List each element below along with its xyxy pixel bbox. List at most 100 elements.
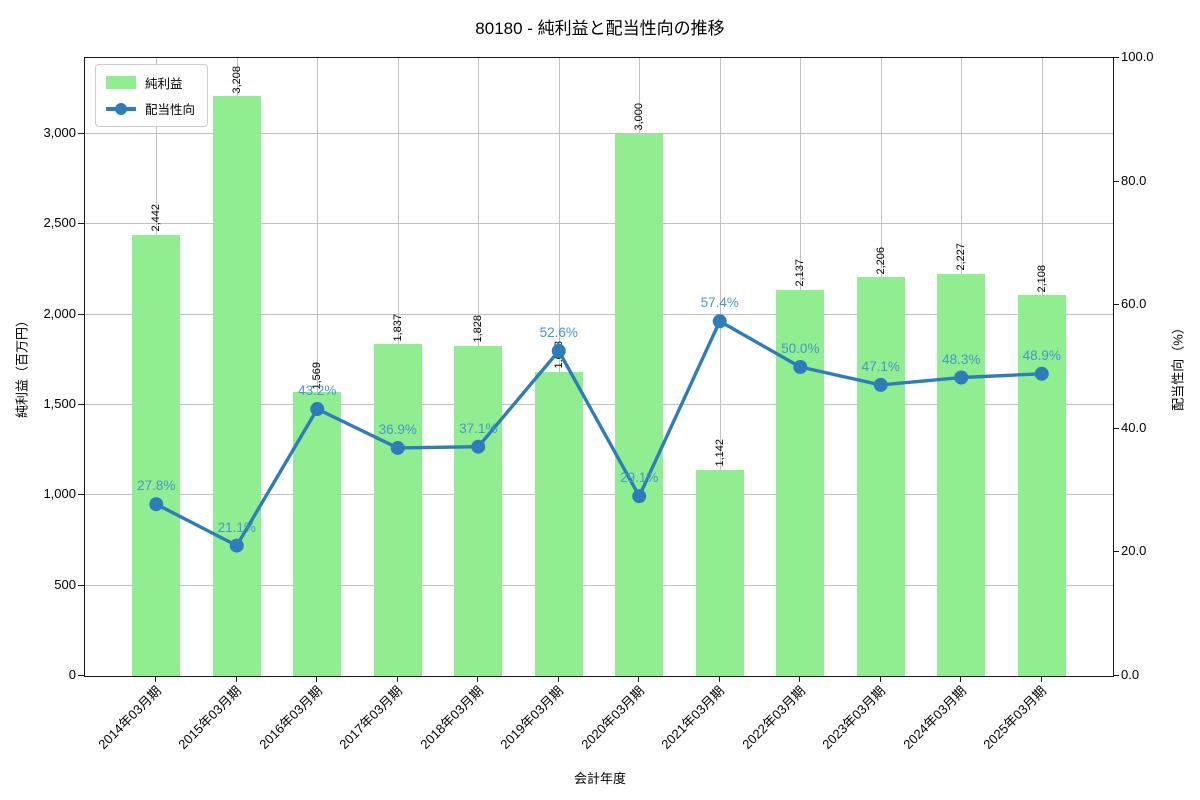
x-axis-tick-label: 2014年03月期 [95, 683, 164, 752]
y-axis-right-tick-label: 60.0 [1121, 296, 1147, 312]
payout-line-marker [954, 370, 969, 385]
bar-net-income [293, 392, 342, 676]
payout-line-marker [793, 360, 808, 374]
gridline-horizontal [85, 584, 1113, 586]
bar-net-income [212, 96, 261, 676]
gridline-vertical [719, 58, 721, 676]
chart-title: 80180 - 純利益と配当性向の推移 [475, 19, 725, 38]
gridline-vertical [558, 58, 560, 676]
payout-value-label: 57.4% [700, 295, 739, 311]
x-axis-tick-label: 2024年03月期 [900, 683, 969, 752]
x-axis-tick-label: 2021年03月期 [658, 683, 728, 752]
payout-value-label: 50.0% [781, 341, 820, 356]
x-axis-tick-mark [879, 676, 881, 682]
x-axis-tick-mark [477, 676, 479, 682]
y-axis-right-tick-label: 40.0 [1121, 419, 1147, 435]
y-axis-left-tick-mark [78, 223, 84, 225]
bar-net-income [937, 273, 986, 676]
y-axis-right-tick-mark [1113, 551, 1119, 553]
payout-line-marker [873, 377, 888, 392]
y-axis-left-tick-mark [78, 675, 84, 676]
x-axis-tick-mark [557, 676, 559, 682]
payout-value-label: 52.6% [539, 324, 578, 340]
payout-line-marker [390, 440, 405, 455]
bar-net-income [1017, 295, 1066, 676]
bar-net-income [695, 469, 744, 676]
payout-value-label: 37.1% [459, 420, 498, 436]
payout-value-label: 27.8% [137, 478, 176, 494]
y-axis-left-tick-mark [78, 132, 84, 134]
x-axis-tick-mark [960, 676, 962, 682]
y-axis-right-tick-label: 100.0 [1121, 49, 1154, 64]
bar-net-income [132, 234, 181, 676]
payout-line-marker [632, 489, 647, 504]
legend-line-marker-icon [115, 102, 127, 115]
x-axis-tick-label: 2018年03月期 [417, 683, 486, 752]
y-axis-right-tick-mark [1113, 675, 1119, 676]
y-axis-right-tick-label: 20.0 [1121, 543, 1147, 559]
y-axis-right-tick-mark [1113, 57, 1119, 58]
bar-net-income [534, 371, 583, 676]
x-axis-tick-label: 2016年03月期 [256, 683, 325, 752]
x-axis-tick-mark [396, 676, 398, 682]
y-axis-right-tick-label: 0.0 [1121, 667, 1140, 682]
x-axis-tick-mark [718, 676, 720, 682]
y-axis-right-title: 配当性向（%） [1170, 321, 1186, 411]
bar-net-income [454, 345, 503, 676]
payout-value-label: 43.2% [298, 383, 337, 399]
y-axis-left-tick-label: 3,000 [43, 124, 76, 140]
y-axis-left-tick-mark [78, 584, 84, 586]
x-axis-tick-mark [155, 676, 157, 682]
payout-value-label: 21.1% [217, 519, 256, 535]
payout-line-marker [149, 497, 164, 512]
y-axis-right-tick-label: 80.0 [1121, 172, 1147, 188]
gridline-horizontal [85, 403, 1113, 405]
x-axis-tick-label: 2022年03月期 [739, 683, 808, 752]
payout-line-marker [551, 343, 566, 358]
payout-value-label: 48.9% [1022, 347, 1061, 363]
payout-line-layer [149, 314, 1049, 553]
y-axis-right-tick-mark [1113, 304, 1119, 306]
y-axis-left-tick-label: 1,000 [43, 486, 76, 502]
x-axis-title: 会計年度 [573, 771, 626, 786]
y-axis-left-tick-label: 2,000 [43, 305, 76, 321]
bar-net-income [615, 133, 664, 676]
y-axis-right-tick-mark [1113, 180, 1119, 182]
payout-line-marker [310, 402, 325, 417]
gridline-horizontal [85, 313, 1113, 315]
y-axis-left-tick-label: 2,500 [43, 215, 76, 231]
x-axis-tick-mark [235, 676, 237, 682]
payout-line-marker [1034, 366, 1049, 381]
x-axis-tick-label: 2019年03月期 [497, 683, 567, 752]
legend: 純利益 配当性向 [95, 64, 209, 127]
x-axis-tick-label: 2025年03月期 [980, 683, 1050, 752]
payout-line-marker [229, 538, 244, 553]
legend-label-payout-ratio: 配当性向 [145, 103, 196, 117]
y-axis-left-tick-label: 1,500 [43, 395, 76, 411]
legend-line-swatch-icon [106, 102, 136, 115]
y-axis-left-tick-label: 0 [68, 667, 76, 682]
gridline-vertical [317, 58, 319, 676]
y-axis-right-tick-mark [1113, 427, 1119, 429]
plot-area: 2,4423,2081,5691,8371,8281,6833,0001,142… [84, 57, 1114, 677]
bar-net-income [373, 344, 422, 676]
y-axis-left-tick-mark [78, 313, 84, 315]
bar-net-income [776, 289, 825, 676]
x-axis-tick-label: 2015年03月期 [175, 683, 245, 752]
x-axis-tick-mark [799, 676, 801, 682]
bar-net-income [856, 277, 905, 676]
x-axis-tick-label: 2023年03月期 [819, 683, 889, 752]
legend-item-payout-ratio: 配当性向 [106, 99, 195, 118]
x-axis-tick-mark [1040, 676, 1042, 682]
legend-item-net-income: 純利益 [106, 73, 195, 92]
payout-line [155, 319, 1042, 548]
payout-value-label: 48.3% [942, 351, 981, 367]
x-axis-tick-label: 2020年03月期 [578, 683, 647, 752]
gridline-horizontal [85, 132, 1113, 134]
payout-value-label: 36.9% [378, 421, 417, 437]
y-axis-left-tick-mark [78, 494, 84, 496]
x-axis-tick-mark [638, 676, 640, 682]
y-axis-left-tick-mark [78, 403, 84, 405]
payout-line-marker [471, 439, 486, 454]
